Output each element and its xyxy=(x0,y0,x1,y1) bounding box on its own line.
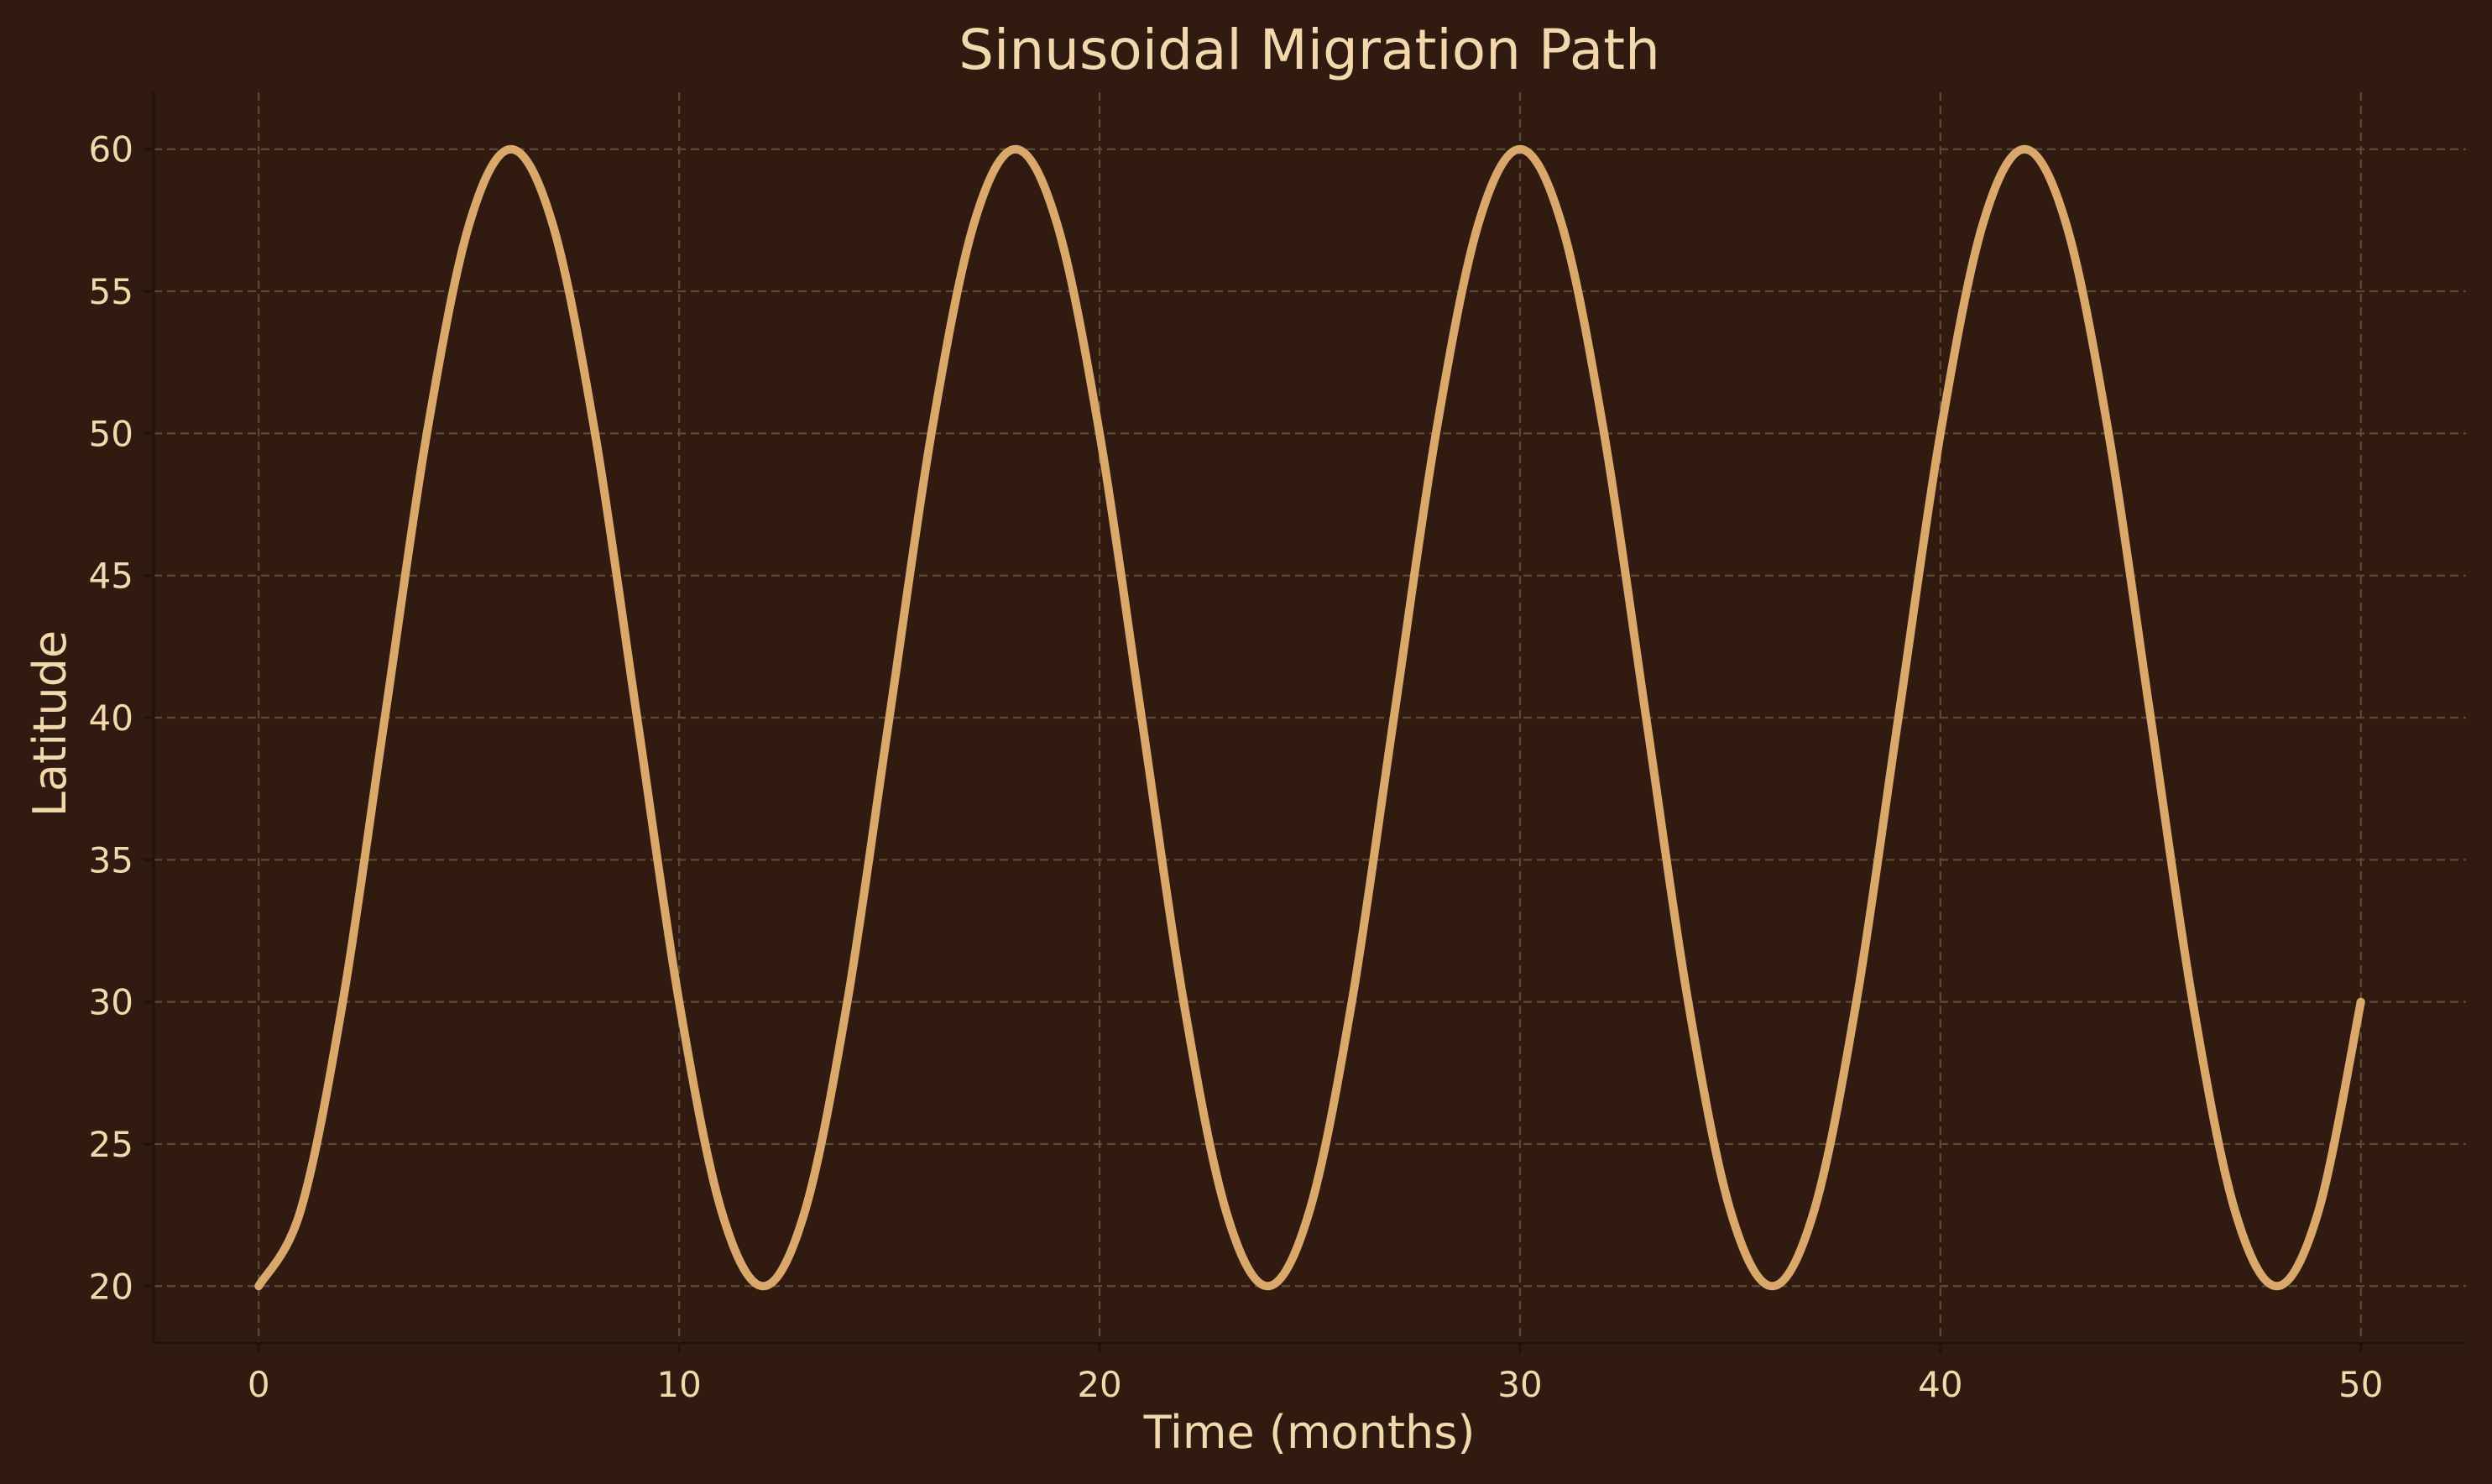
y-tick-label: 40 xyxy=(89,698,133,739)
y-tick-label: 30 xyxy=(89,982,133,1023)
x-axis-label: Time (months) xyxy=(1143,1406,1476,1459)
y-tick-label: 35 xyxy=(89,839,133,880)
series-line xyxy=(254,144,2365,1291)
y-tick-label: 45 xyxy=(89,556,133,597)
x-tick-label: 50 xyxy=(2338,1364,2383,1405)
x-tick-label: 20 xyxy=(1077,1364,1121,1405)
x-tick-label: 40 xyxy=(1918,1364,1962,1405)
grid xyxy=(154,92,2466,1343)
y-tick-label: 50 xyxy=(89,413,133,454)
x-tick-label: 30 xyxy=(1497,1364,1542,1405)
ticks: 0 10 20 30 40 50 20 25 30 35 40 45 50 55 60 xyxy=(89,129,2384,1405)
chart-title: Sinusoidal Migration Path xyxy=(959,18,1660,82)
x-tick-label: 10 xyxy=(656,1364,701,1405)
y-tick-label: 60 xyxy=(89,129,133,170)
x-tick-label: 0 xyxy=(248,1364,270,1405)
y-tick-label: 55 xyxy=(89,271,133,312)
y-tick-label: 20 xyxy=(89,1266,133,1307)
series-layer xyxy=(254,144,2365,1291)
y-axis-label: Latitude xyxy=(24,630,76,817)
y-tick-label: 25 xyxy=(89,1124,133,1165)
